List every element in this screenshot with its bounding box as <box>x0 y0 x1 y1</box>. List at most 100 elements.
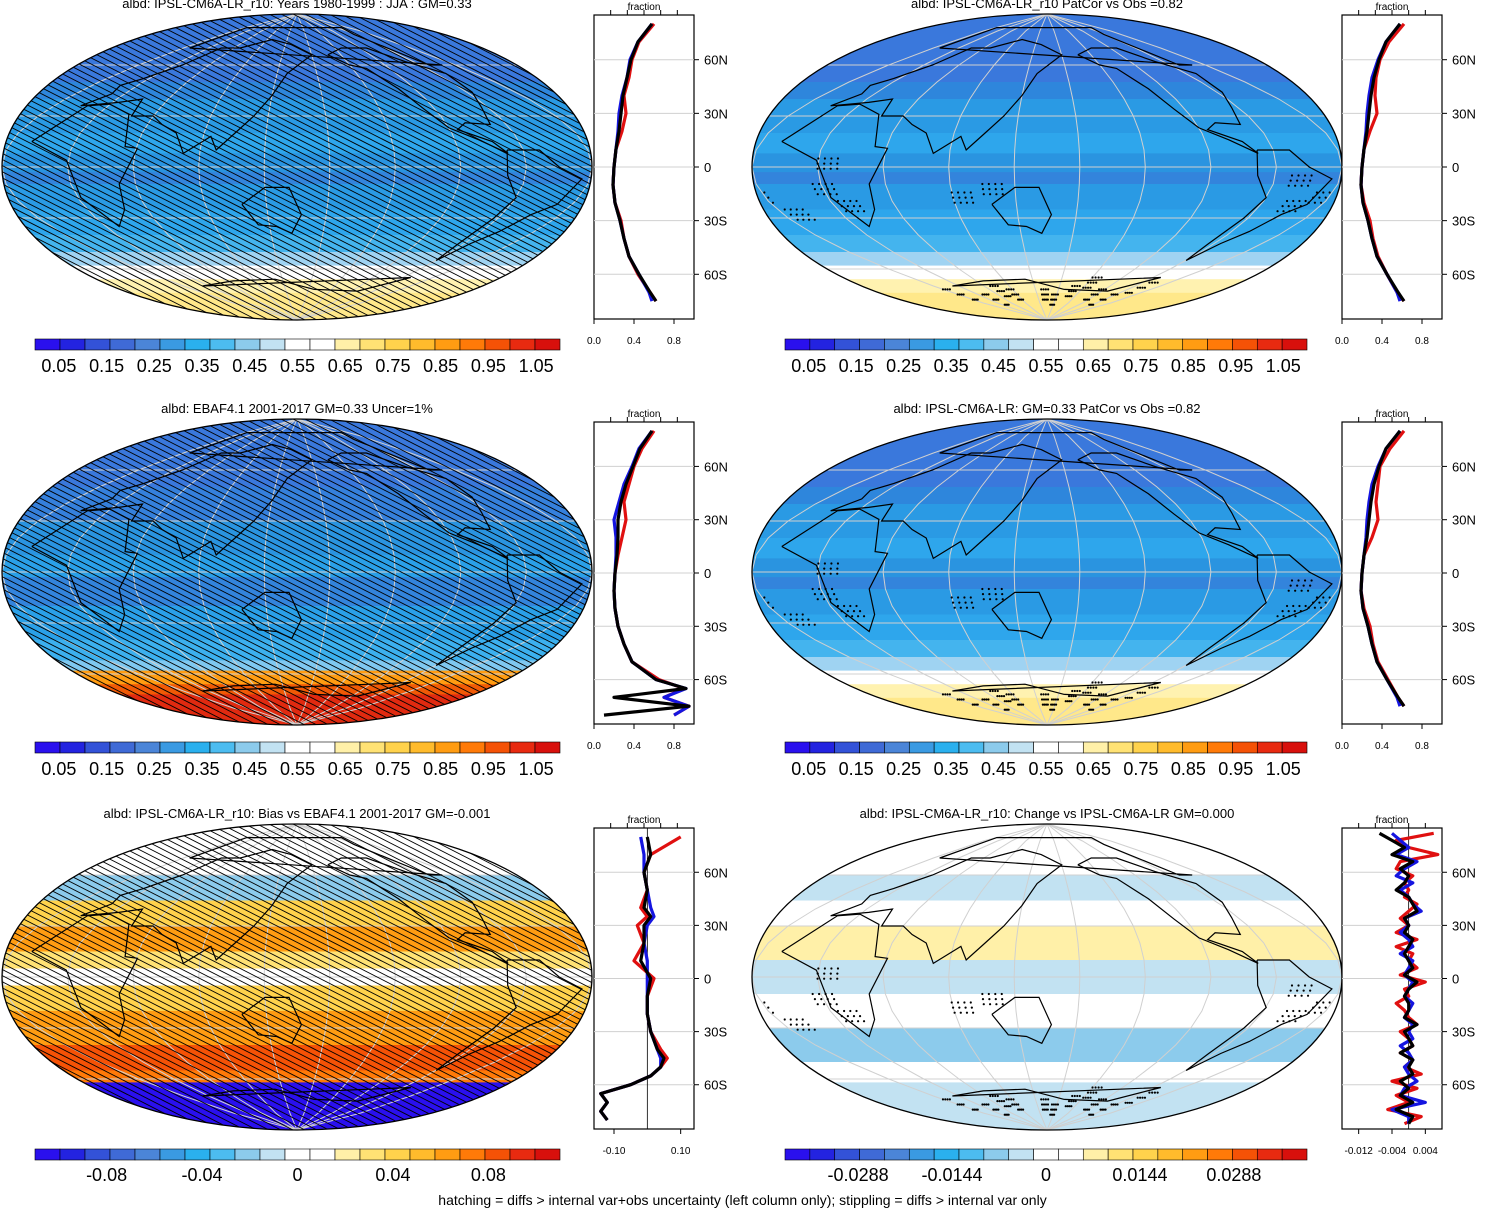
stipple-dot <box>941 1098 945 1101</box>
graticule-lon <box>1046 824 1342 1130</box>
stipple-dot <box>830 992 834 996</box>
stipple-dot <box>813 593 817 596</box>
hatch-line <box>340 14 592 320</box>
hatch-line <box>2 824 222 1130</box>
profile-xtick-label: 0.8 <box>667 336 681 347</box>
map-band <box>752 841 1342 876</box>
stipple-dot <box>1100 276 1103 279</box>
stipple-dot <box>1287 610 1290 613</box>
stipple-dot <box>988 998 991 1001</box>
map-band <box>752 265 1342 281</box>
stipple-dot <box>1104 693 1108 696</box>
stipple-dot <box>1050 703 1053 706</box>
stipple-dot <box>1043 703 1046 706</box>
stipple-dot <box>956 596 960 599</box>
colorbar-box <box>459 741 486 754</box>
stipple-dot <box>1017 698 1020 701</box>
profile-xtick-label: -0.004 <box>1378 1146 1407 1157</box>
profile-xtick-label: 0.4 <box>1375 336 1389 347</box>
stipple-dot <box>1044 293 1048 296</box>
hatch-line <box>196 14 592 320</box>
hatch-line <box>376 824 592 1130</box>
stipple-dot <box>1007 1098 1010 1101</box>
map-field <box>752 824 1342 1130</box>
stipple-dot <box>817 562 820 565</box>
stipple-dot <box>829 167 832 170</box>
stipple-dot <box>833 998 836 1001</box>
stipple-dot <box>1130 291 1133 294</box>
hatch-line <box>220 419 592 725</box>
colorbar-box <box>284 338 311 351</box>
stipple-dot <box>941 693 945 696</box>
stipple-dot <box>1322 596 1325 599</box>
stipple-dot <box>1094 698 1097 701</box>
stipple-dot <box>1046 698 1050 701</box>
map-band <box>752 133 1342 155</box>
profile-xtick-label: 0.0 <box>587 336 601 347</box>
stipple-dot <box>1005 288 1008 291</box>
colorbar-box <box>1281 338 1308 351</box>
stipple-dot <box>1091 681 1094 684</box>
stipple-dot <box>1087 1108 1091 1111</box>
map-band <box>752 697 1342 725</box>
profile-ytick-label: 60N <box>1452 459 1476 474</box>
stipple-dot <box>982 193 985 196</box>
map-band <box>752 670 1342 686</box>
stipple-dot <box>763 596 766 599</box>
stipple-dot <box>816 572 819 575</box>
stipple-dot <box>763 1001 766 1004</box>
stipple-dot <box>1101 703 1104 706</box>
colorbar-box <box>1207 338 1233 351</box>
hatch-line <box>352 824 592 1130</box>
colorbar-box <box>184 1148 211 1161</box>
stipple-dot <box>981 698 984 701</box>
map-band <box>2 487 592 522</box>
hatch-line <box>2 824 378 1130</box>
profile-series-line <box>603 430 691 717</box>
hatch-line <box>2 824 234 1130</box>
stipple-dot <box>1114 698 1117 701</box>
hatch-line <box>256 419 592 725</box>
stipple-dot <box>1143 1096 1147 1099</box>
stipple-dot <box>835 193 838 196</box>
panel-2: albd: IPSL-CM6A-LR_r10 PatCor vs Obs =0.… <box>751 0 1476 376</box>
stipple-dot <box>1015 698 1018 701</box>
stipple-dot <box>1087 703 1091 706</box>
stipple-dot <box>1070 290 1073 293</box>
stipple-dot <box>1047 288 1050 291</box>
hatch-line <box>2 824 582 1130</box>
stipple-dot <box>1153 686 1156 689</box>
stipple-dot <box>817 967 820 970</box>
colorbar-label: 0.95 <box>1218 759 1253 779</box>
stipple-dot <box>858 205 862 208</box>
hatch-line <box>2 14 222 320</box>
stipple-dot <box>1068 700 1071 703</box>
colorbar-label: 0.05 <box>791 356 826 376</box>
colorbar-box <box>234 741 261 754</box>
colorbar-box <box>109 338 136 351</box>
colorbar-box <box>459 1148 486 1161</box>
hatch-line <box>280 824 592 1130</box>
map-band <box>752 279 1342 294</box>
stipple-dot <box>1313 201 1316 204</box>
stipple-dot <box>1067 290 1071 293</box>
hatch-line <box>388 14 592 320</box>
hatch-line <box>2 14 390 320</box>
colorbar-label: 0.75 <box>1123 356 1158 376</box>
stipple-dot <box>1287 1015 1290 1018</box>
colorbar-box <box>134 1148 161 1161</box>
stipple-dot <box>816 167 819 170</box>
profile-series-line <box>1359 429 1406 708</box>
stipple-dot <box>1056 1103 1060 1106</box>
hatch-line <box>2 824 342 1130</box>
hatch-line <box>364 419 592 725</box>
graticule-lon <box>752 419 1048 725</box>
colorbar-box <box>1182 1148 1208 1161</box>
stipple-dot <box>960 1103 963 1106</box>
stipple-dot <box>1312 196 1315 199</box>
stipple-dot <box>1097 1086 1100 1089</box>
stipple-dot <box>1293 205 1296 208</box>
colorbar-box <box>834 741 860 754</box>
colorbar-box <box>534 338 561 351</box>
stipple-dot <box>1126 291 1129 294</box>
